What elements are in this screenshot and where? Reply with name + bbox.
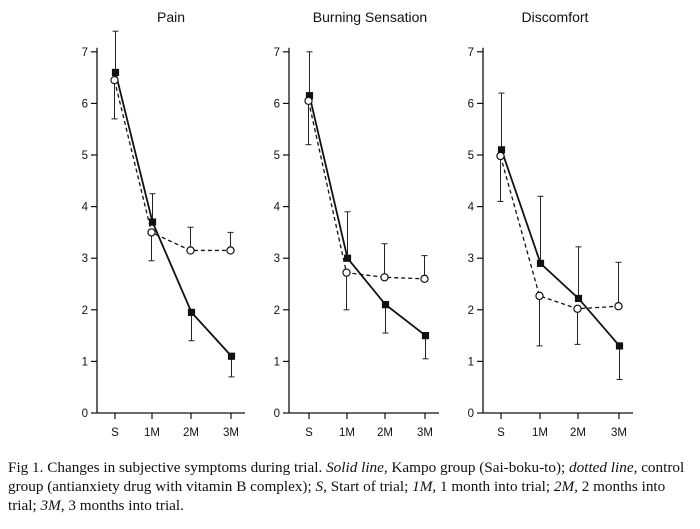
panel-2-x-tick-label: 3M [417, 427, 433, 439]
panel-3-x-tick-label: 2M [570, 427, 586, 439]
panel-2-y-tick-label: 5 [274, 150, 280, 162]
panel-3-y-tick-label: 0 [468, 408, 474, 420]
caption-solid-term: Solid line, [326, 459, 388, 476]
caption-3m-term: 3M, [40, 497, 65, 514]
panel-1-title: Pain [157, 9, 185, 25]
panel-1-kampo-point [187, 308, 196, 316]
panel-2-y-tick-label: 7 [274, 47, 280, 59]
panel-1-y-tick-label: 3 [82, 253, 88, 265]
panel-3-y-tick-label: 3 [468, 253, 474, 265]
panel-1-y-tick-label: 6 [82, 98, 88, 110]
panel-2-y-tick-label: 3 [274, 253, 280, 265]
panel-1-y-tick-label: 2 [82, 305, 88, 317]
panel-1-kampo-point [148, 218, 157, 226]
panel-3-y-tick-label: 6 [468, 98, 474, 110]
panel-3-x-tick-label: 1M [532, 427, 548, 439]
panel-2-control-point [380, 273, 389, 282]
panel-3-kampo-point [615, 342, 624, 350]
panel-3-kampo-point [536, 259, 545, 267]
figure-caption: Fig 1. Changes in subjective symptoms du… [8, 458, 692, 515]
panel-1-control-point [226, 246, 235, 255]
caption-s-term: S, [315, 478, 327, 495]
panel-1-y-tick-label: 4 [82, 202, 89, 214]
caption-2m-desc: 2 months into trial; [8, 478, 666, 514]
panel-3-y-tick-label: 2 [468, 305, 474, 317]
panel-1-control-point [110, 75, 119, 85]
panel-3-kampo-line [500, 149, 621, 347]
panel-1-x-tick-label: 1M [144, 427, 160, 439]
panel-3-control-point [535, 291, 544, 301]
panel-3-control-point [573, 304, 582, 313]
panel-2-control-point [304, 96, 313, 106]
panel-1-control-point [186, 246, 195, 255]
panel-3-control-point [614, 301, 623, 311]
panel-1-x-tick-label: S [111, 427, 119, 439]
panel-3-y-tick-label: 4 [468, 202, 475, 214]
panel-1-kampo-point [227, 352, 236, 360]
panel-3-chart: Discomfort 0 1 2 3 4 5 6 7 S 1M 2M 3M [468, 9, 633, 439]
panel-2-control-line [307, 100, 425, 280]
panel-1-kampo-line [114, 72, 233, 357]
caption-s-desc: Start of trial; [326, 478, 413, 495]
panel-2-x-tick-label: 1M [339, 427, 355, 439]
panel-3-y-tick-label: 1 [468, 356, 474, 368]
figure: Pain 0 1 2 3 4 5 6 7 S 1M 2M 3M Burning Sensation 0 1 2 3… [82, 9, 633, 439]
panel-3-kampo-point [574, 294, 583, 303]
panel-2-x-tick-label: 2M [377, 427, 393, 439]
panel-1-kampo-point [111, 68, 120, 77]
panel-2-kampo-point [421, 332, 430, 340]
panel-2-y-tick-label: 6 [274, 98, 280, 110]
panel-2-kampo-point [305, 92, 314, 100]
panel-2-y-tick-label: 4 [274, 202, 281, 214]
caption-solid-desc: Kampo group (Sai-boku-to); [387, 459, 570, 476]
panel-1-y-tick-label: 1 [82, 356, 88, 368]
panel-3-control-point [496, 151, 505, 161]
caption-1m-term: 1M, [412, 478, 437, 495]
panel-3-control-line [499, 155, 619, 310]
panel-2-x-tick-label: S [305, 427, 313, 439]
caption-1m-desc: 1 month into trial; [436, 478, 554, 495]
panel-3-kampo-point [497, 146, 506, 154]
panel-3-x-tick-label: 3M [611, 427, 627, 439]
panel-2-y-tick-label: 2 [274, 305, 280, 317]
panel-1-x-tick-label: 3M [223, 427, 239, 439]
panel-1-control-line [113, 80, 231, 252]
panel-2-title: Burning Sensation [313, 9, 427, 25]
panel-1-control-point [147, 228, 156, 237]
panel-2-kampo-point [381, 301, 390, 309]
panel-2-control-point [342, 268, 351, 277]
caption-dotted-term: dotted line, [569, 459, 638, 476]
panel-3-y-tick-label: 7 [468, 47, 474, 59]
panel-2-y-tick-label: 0 [274, 408, 280, 420]
panel-1-x-tick-label: 2M [183, 427, 199, 439]
caption-3m-desc: 3 months into trial. [64, 497, 184, 514]
panel-2-y-tick-label: 1 [274, 356, 280, 368]
panel-2-chart: Burning Sensation 0 1 2 3 4 5 6 7 S 1M 2M 3M [274, 9, 439, 439]
panel-2-kampo-point [343, 254, 352, 262]
panel-3-y-tick-label: 5 [468, 150, 474, 162]
panel-1-y-tick-label: 7 [82, 47, 88, 59]
panel-1-y-tick-label: 5 [82, 150, 88, 162]
caption-2m-term: 2M, [553, 478, 578, 495]
panel-3-x-tick-label: S [497, 427, 505, 439]
panel-1-chart: Pain 0 1 2 3 4 5 6 7 S 1M 2M 3M [82, 9, 245, 439]
panel-3-title: Discomfort [522, 9, 589, 25]
caption-prefix: Fig 1. Changes in subjective symptoms du… [8, 459, 327, 476]
caption-dotted-desc: control group (antianxiety drug with vit… [8, 459, 685, 495]
panel-2-control-point [420, 274, 429, 284]
panel-1-y-tick-label: 0 [82, 408, 88, 420]
panel-2-kampo-line [308, 95, 427, 337]
